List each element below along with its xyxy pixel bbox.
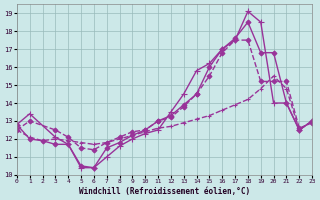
X-axis label: Windchill (Refroidissement éolien,°C): Windchill (Refroidissement éolien,°C) [79, 187, 250, 196]
